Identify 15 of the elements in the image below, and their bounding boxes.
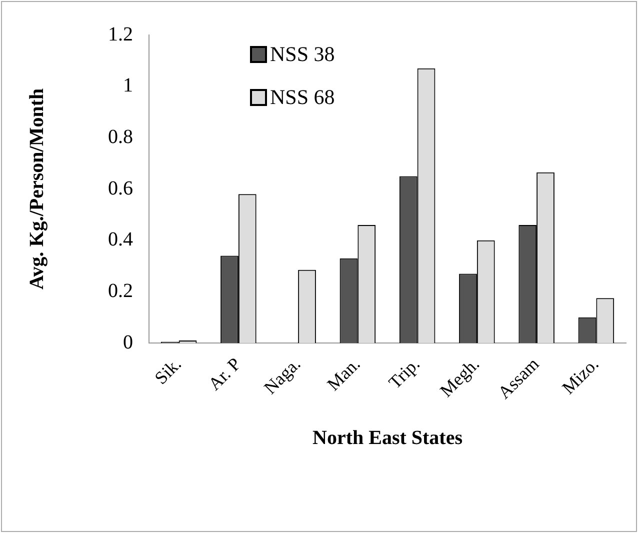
y-tick-label: 0.6 (108, 177, 133, 200)
legend-label: NSS 68 (270, 85, 335, 110)
x-tick-label: Sik. (150, 354, 185, 388)
y-tick-label: 0.8 (108, 126, 133, 148)
x-tick-label: Trip. (384, 354, 424, 393)
y-tick-label: 0.2 (108, 280, 133, 302)
x-tick-label: Ar. P (204, 354, 245, 394)
x-tick-label: Man. (323, 354, 364, 394)
x-axis-title: North East States (312, 427, 463, 450)
y-tick-label: 0.4 (108, 228, 133, 251)
y-axis-title: Avg. Kg./Person/Month (26, 88, 48, 290)
y-tick-label: 1 (123, 74, 133, 97)
y-tick-label: 1.2 (108, 23, 133, 46)
y-tick-label: 0 (123, 331, 133, 354)
legend-label: NSS 38 (270, 42, 335, 67)
